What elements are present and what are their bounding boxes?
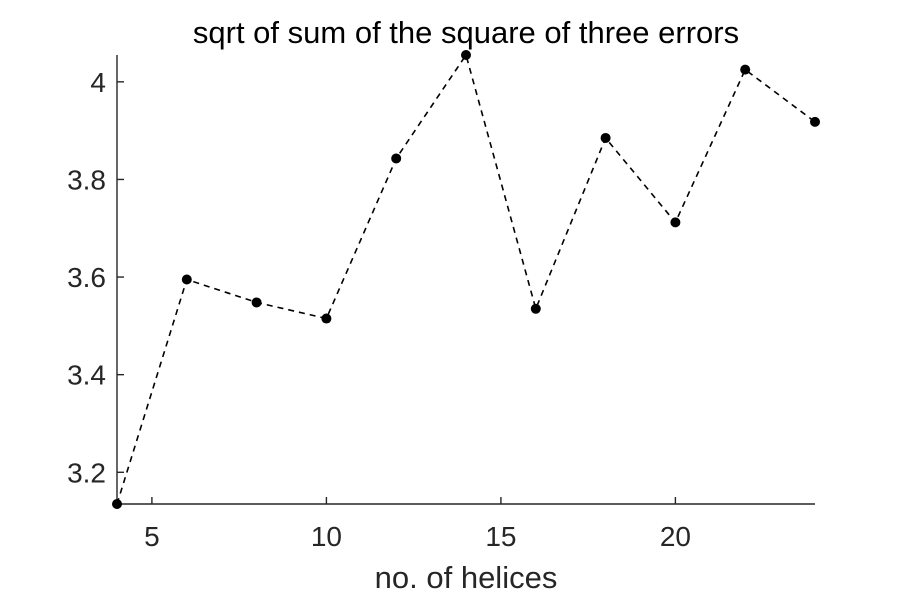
data-point xyxy=(112,499,122,509)
data-point xyxy=(810,116,820,127)
data-point xyxy=(391,153,402,164)
series-line xyxy=(116,53,816,505)
data-point xyxy=(670,217,681,228)
data-point xyxy=(461,50,471,60)
data-point xyxy=(181,274,192,285)
data-series xyxy=(112,50,820,509)
y-tick-label: 4 xyxy=(90,67,106,98)
data-point xyxy=(530,303,541,314)
axes xyxy=(116,55,815,505)
x-tick-label: 5 xyxy=(144,521,160,552)
x-tick-label: 15 xyxy=(485,521,516,552)
y-tick-label: 3.4 xyxy=(67,360,106,391)
x-tick-label: 10 xyxy=(311,521,342,552)
y-tick-label: 3.8 xyxy=(67,164,106,195)
y-tick-label: 3.2 xyxy=(67,457,106,488)
x-tick-label: 20 xyxy=(660,521,691,552)
data-point xyxy=(251,297,262,308)
y-tick-label: 3.6 xyxy=(67,262,106,293)
data-point xyxy=(740,64,751,75)
data-point xyxy=(321,313,332,324)
chart-title: sqrt of sum of the square of three error… xyxy=(193,15,739,50)
x-axis-label: no. of helices xyxy=(375,560,558,595)
data-point xyxy=(600,132,611,143)
ticks: 5 10 15 20 3.2 3.4 3.6 3.8 4 xyxy=(67,67,691,552)
